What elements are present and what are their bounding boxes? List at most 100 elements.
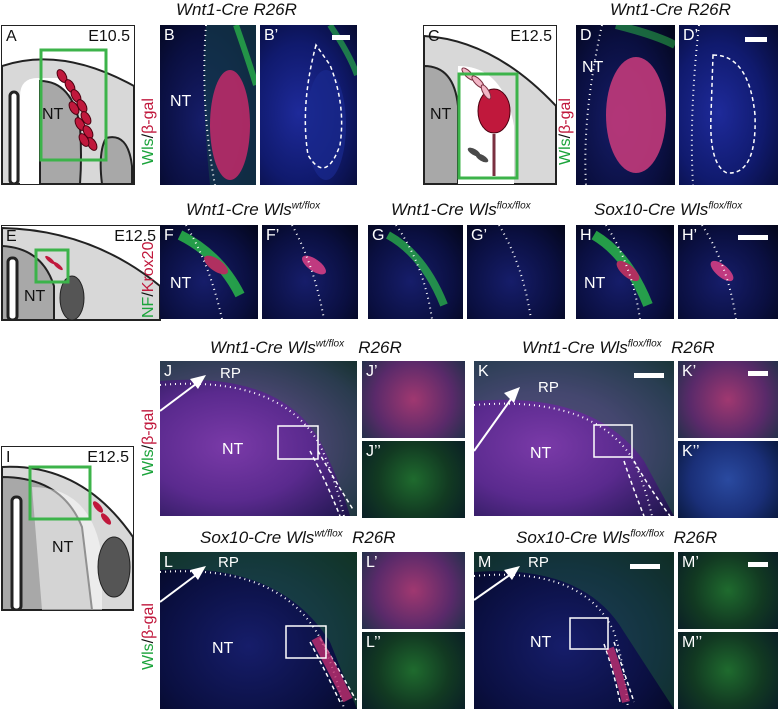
panel-h-prime-drawing [701,225,737,319]
nt-label-b: NT [170,93,192,110]
scale-bar-m [630,564,660,569]
panel-letter-l-prime: L’ [366,554,378,571]
panel-letter-j-double-prime: J’’ [366,443,381,460]
image-panel-b-prime: B’ [260,25,357,185]
nt-label-k: NT [530,445,552,462]
panel-letter-c: C [428,28,440,45]
panel-letter-h-prime: H’ [682,227,698,244]
nt-label-m: NT [530,634,552,651]
panel-letter-l: L [164,554,173,571]
schematic-e-drawing [2,226,160,320]
panel-letter-i: I [6,449,11,466]
nt-label-a: NT [42,106,64,123]
nt-label-l: NT [212,640,234,657]
scale-bar-m-prime [748,562,768,567]
stage-label-i: E12.5 [87,449,129,466]
stage-label-e: E12.5 [114,228,156,245]
image-panel-h-prime: H’ [678,225,778,319]
panel-f-drawing [177,225,245,319]
side-label-wls-bgal-d: Wls/β-gal [557,98,574,165]
title-sox10-wls-floxflox: Sox10-Cre Wlsflox/flox [594,200,743,219]
nt-label-h: NT [584,275,606,292]
scale-bar-h [738,235,768,240]
image-panel-m-double-prime: M’’ [678,632,778,709]
scale-bar-b [332,35,350,40]
panel-letter-m-prime: M’ [682,554,699,571]
panel-letter-k-prime: K’ [682,363,697,380]
image-panel-k-prime: K’ [678,361,778,438]
nt-label-c: NT [430,106,452,123]
image-panel-l-prime: L’ [362,552,465,629]
image-panel-k: K RP NT [474,361,674,516]
title-wnt1-wls-floxflox: Wnt1-Cre Wlsflox/flox [391,200,531,219]
nt-label-f: NT [170,275,192,292]
image-panel-l-double-prime: L’’ [362,632,465,709]
image-panel-m: M RP NT [474,552,674,709]
side-label-wls-bgal-j: Wls/β-gal [140,409,157,476]
nt-label-i: NT [52,539,74,556]
panel-letter-m-double-prime: M’’ [682,634,703,651]
panel-letter-j: J [164,363,172,380]
image-panel-j-double-prime: J’’ [362,441,465,518]
side-label-wls-bgal-b: Wls/β-gal [140,98,157,165]
panel-letter-j-prime: J’ [366,363,378,380]
image-panel-l: L RP NT [160,552,357,709]
panel-f-prime-drawing [291,225,326,319]
panel-letter-e: E [6,228,17,245]
image-panel-g-prime: G’ [467,225,565,319]
panel-k-drawing [474,361,674,516]
panel-letter-l-double-prime: L’’ [366,634,381,651]
panel-letter-h: H [580,227,592,244]
panel-d-drawing [584,25,675,185]
title-wnt1-wls-wtflox: Wnt1-Cre Wlswt/flox [186,200,321,219]
title-sox10-wls-wtflox-r26r: Sox10-Cre Wlswt/flox R26R [200,528,396,547]
panel-l-drawing [160,552,357,709]
panel-g-prime-drawing [498,225,532,319]
panel-letter-g: G [372,227,385,244]
panel-m-drawing [474,552,674,709]
title-wnt1-r26r-e105: Wnt1-Cre R26R [176,0,297,19]
rp-label-l: RP [218,554,239,571]
schematic-panel-e: E E12.5 NT [1,225,161,321]
image-panel-m-prime: M’ [678,552,778,629]
title-wnt1-wls-floxflox-r26r: Wnt1-Cre Wlsflox/flox R26R [522,338,715,357]
image-panel-h: H NT [576,225,674,319]
side-label-wls-bgal-l: Wls/β-gal [140,603,157,670]
panel-letter-k: K [478,363,489,380]
panel-letter-f-prime: F’ [266,227,280,244]
panel-letter-d: D [580,27,592,44]
image-panel-d: D NT [576,25,675,185]
scale-bar-k [634,373,664,378]
panel-letter-a: A [6,28,17,45]
nt-label-d: NT [582,59,604,76]
image-panel-k-double-prime: K’’ [678,441,778,518]
panel-letter-k-double-prime: K’’ [682,443,700,460]
side-label-nf-krox20: NF/Krox20 [140,241,157,318]
image-panel-b: B NT [160,25,256,185]
rp-label-m: RP [528,554,549,571]
image-panel-j: J RP NT [160,361,357,516]
panel-letter-b-prime: B’ [264,27,279,44]
scale-bar-k-prime [748,371,768,376]
nt-label-e: NT [24,288,46,305]
title-wnt1-r26r-e125: Wnt1-Cre R26R [610,0,731,19]
schematic-panel-i: I E12.5 NT [1,446,134,611]
panel-j-drawing [160,361,357,516]
image-panel-d-prime: D’ [679,25,778,185]
panel-h-drawing [591,225,653,319]
rp-label-j: RP [220,365,241,382]
stage-label-c: E12.5 [510,28,552,45]
nt-label-j: NT [222,441,244,458]
panel-letter-b: B [164,27,175,44]
image-panel-g: G [368,225,463,319]
schematic-panel-a: A E10.5 NT [1,25,135,185]
title-wnt1-wls-wtflox-r26r: Wnt1-Cre Wlswt/flox R26R [210,338,402,357]
panel-letter-f: F [164,227,174,244]
panel-letter-g-prime: G’ [471,227,487,244]
schematic-panel-c: C E12.5 NT [423,25,557,185]
panel-g-drawing [385,225,448,319]
stage-label-a: E10.5 [88,28,130,45]
scale-bar-d [745,37,767,42]
panel-b-prime-drawing [304,25,357,180]
rp-label-k: RP [538,379,559,396]
